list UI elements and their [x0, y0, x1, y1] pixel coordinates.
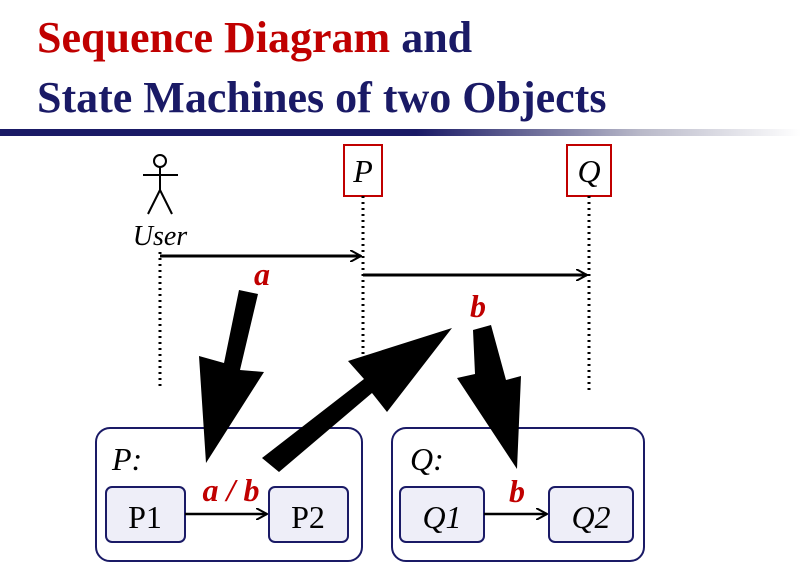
state-machine-p-name: P: — [111, 441, 142, 477]
mapping-arrow-b-to-q — [457, 325, 521, 469]
lifeline-q-box — [566, 144, 612, 197]
user-actor-label: User — [133, 221, 188, 252]
transition-q-label: b — [509, 473, 525, 509]
transition-p-label: a / b — [203, 472, 260, 508]
state-p1-label: P1 — [128, 499, 162, 535]
message-b-label: b — [470, 288, 486, 324]
lifeline-q: Q — [566, 144, 612, 197]
title-tail: and — [390, 13, 473, 62]
state-p2-label: P2 — [291, 499, 325, 535]
lifeline-q-label: Q — [577, 153, 600, 189]
message-a-label: a — [254, 256, 270, 292]
mapping-arrow-pb-to-b — [262, 328, 452, 472]
state-machine-q: Q: Q1 Q2 b — [391, 427, 645, 562]
user-actor-icon — [143, 154, 178, 215]
mapping-arrow-a-to-p — [199, 290, 264, 463]
state-q2 — [548, 486, 634, 543]
state-q1-label: Q1 — [422, 499, 461, 535]
state-q2-label: Q2 — [571, 499, 610, 535]
state-machine-q-name: Q: — [410, 441, 444, 477]
lifeline-p-box — [343, 144, 383, 197]
lifeline-p-label: P — [352, 153, 373, 189]
title-underline — [0, 129, 801, 136]
lifeline-p: P — [343, 144, 383, 197]
title-line-2: State Machines of two Objects — [37, 73, 607, 122]
state-p2 — [268, 486, 349, 543]
title-line-1: Sequence Diagram and — [37, 12, 472, 64]
title-highlight: Sequence Diagram — [37, 13, 391, 62]
state-machine-p: P: P1 P2 a / b — [95, 427, 363, 562]
